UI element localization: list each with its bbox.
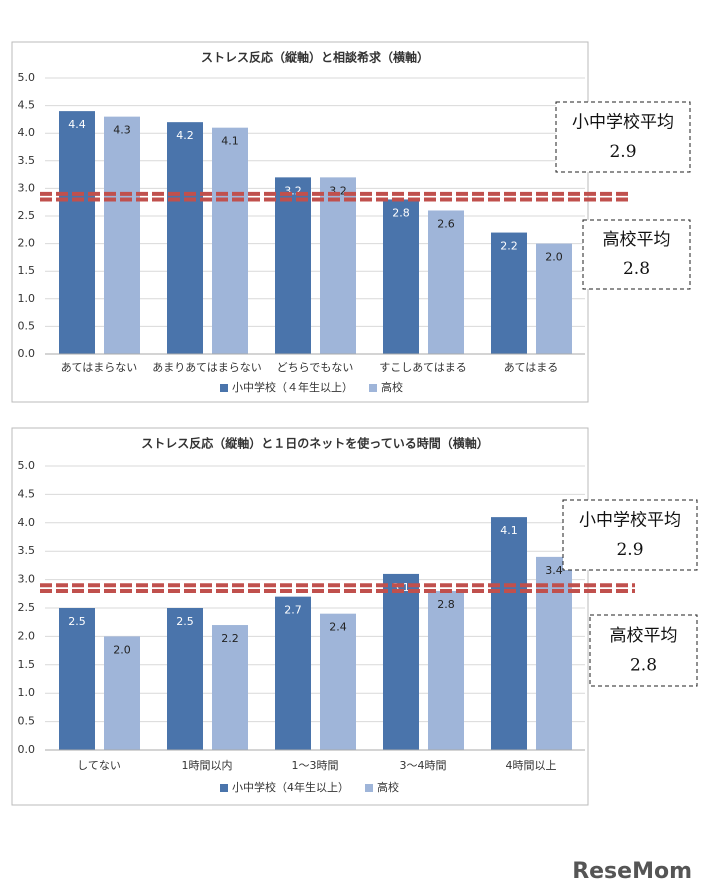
y-tick-label: 3.0 bbox=[18, 181, 36, 194]
value-label: 3.4 bbox=[545, 564, 563, 577]
y-tick-label: 4.5 bbox=[18, 487, 36, 500]
y-tick-label: 0.0 bbox=[18, 743, 36, 756]
reference-box bbox=[589, 614, 698, 687]
legend-label: 小中学校（4年生以上） bbox=[232, 780, 349, 794]
y-tick-label: 1.5 bbox=[18, 658, 36, 671]
x-tick-label: 4時間以上 bbox=[506, 759, 557, 772]
bar bbox=[320, 613, 356, 750]
bar bbox=[536, 243, 572, 354]
y-tick-label: 0.5 bbox=[18, 319, 36, 332]
legend-swatch bbox=[220, 384, 228, 392]
x-tick-label: 3～4時間 bbox=[400, 759, 447, 772]
y-tick-label: 2.5 bbox=[18, 209, 36, 222]
value-label: 2.8 bbox=[437, 598, 455, 611]
y-tick-label: 1.0 bbox=[18, 686, 36, 699]
y-tick-label: 2.0 bbox=[18, 237, 36, 250]
y-tick-label: 3.5 bbox=[18, 154, 36, 167]
watermark: ReseMom bbox=[572, 859, 692, 884]
reference-label: 小中学校平均 bbox=[579, 511, 681, 531]
legend-swatch bbox=[365, 784, 373, 792]
legend-label: 小中学校（４年生以上） bbox=[232, 380, 353, 394]
value-label: 2.0 bbox=[113, 643, 131, 656]
reference-label: 小中学校平均 bbox=[572, 113, 674, 133]
value-label: 2.5 bbox=[176, 615, 194, 628]
legend-label: 高校 bbox=[381, 380, 403, 394]
value-label: 2.2 bbox=[500, 240, 518, 253]
reference-box bbox=[562, 499, 698, 571]
bar bbox=[491, 517, 527, 750]
bar bbox=[428, 590, 464, 750]
y-tick-label: 3.5 bbox=[18, 544, 36, 557]
y-tick-label: 1.5 bbox=[18, 264, 36, 277]
legend-label: 高校 bbox=[377, 780, 399, 794]
value-label: 2.8 bbox=[392, 206, 410, 219]
y-tick-label: 4.5 bbox=[18, 99, 36, 112]
value-label: 4.4 bbox=[68, 118, 86, 131]
bar bbox=[275, 177, 311, 354]
value-label: 2.5 bbox=[68, 615, 86, 628]
legend-swatch bbox=[220, 784, 228, 792]
reference-label: 高校平均 bbox=[603, 230, 671, 250]
x-tick-label: 1～3時間 bbox=[292, 759, 339, 772]
bar bbox=[320, 177, 356, 354]
bar bbox=[383, 573, 419, 750]
bar bbox=[275, 596, 311, 750]
chart-title: ストレス反応（縦軸）と１日のネットを使っている時間（横軸） bbox=[141, 436, 488, 451]
reference-box bbox=[582, 219, 691, 290]
x-tick-label: あてはまる bbox=[504, 361, 559, 374]
value-label: 4.3 bbox=[113, 124, 131, 137]
value-label: 2.0 bbox=[545, 251, 563, 264]
bar bbox=[104, 636, 140, 750]
bar bbox=[428, 210, 464, 354]
value-label: 2.7 bbox=[284, 604, 302, 617]
reference-label: 高校平均 bbox=[610, 626, 678, 646]
x-tick-label: すこしあてはまる bbox=[379, 361, 467, 374]
value-label: 4.1 bbox=[500, 524, 518, 537]
x-tick-label: あてはまらない bbox=[61, 361, 138, 374]
value-label: 2.4 bbox=[329, 621, 347, 634]
value-label: 2.2 bbox=[221, 632, 239, 645]
y-tick-label: 4.0 bbox=[18, 126, 36, 139]
y-tick-label: 0.0 bbox=[18, 347, 36, 360]
y-tick-label: 3.0 bbox=[18, 573, 36, 586]
y-tick-label: 5.0 bbox=[18, 71, 36, 84]
y-tick-label: 4.0 bbox=[18, 516, 36, 529]
reference-value: 2.9 bbox=[609, 142, 636, 162]
y-tick-label: 5.0 bbox=[18, 459, 36, 472]
bar bbox=[167, 122, 203, 354]
x-tick-label: してない bbox=[77, 759, 121, 772]
legend-swatch bbox=[369, 384, 377, 392]
value-label: 2.6 bbox=[437, 217, 455, 230]
reference-box bbox=[555, 101, 691, 173]
bar bbox=[104, 116, 140, 354]
reference-value: 2.8 bbox=[630, 656, 657, 676]
value-label: 4.1 bbox=[221, 135, 239, 148]
bar bbox=[167, 608, 203, 750]
reference-value: 2.9 bbox=[616, 540, 643, 560]
y-tick-label: 2.0 bbox=[18, 629, 36, 642]
value-label: 4.2 bbox=[176, 129, 194, 142]
y-tick-label: 0.5 bbox=[18, 715, 36, 728]
reference-value: 2.8 bbox=[623, 259, 650, 279]
chart-title: ストレス反応（縦軸）と相談希求（横軸） bbox=[201, 50, 429, 65]
bar bbox=[212, 625, 248, 750]
bar bbox=[383, 199, 419, 354]
bar bbox=[59, 608, 95, 750]
bar bbox=[491, 232, 527, 354]
x-tick-label: どちらでもない bbox=[277, 361, 354, 374]
x-tick-label: あまりあてはまらない bbox=[152, 361, 262, 374]
y-tick-label: 2.5 bbox=[18, 601, 36, 614]
y-tick-label: 1.0 bbox=[18, 292, 36, 305]
bar bbox=[59, 111, 95, 355]
x-tick-label: 1時間以内 bbox=[182, 758, 233, 772]
bar bbox=[212, 127, 248, 355]
